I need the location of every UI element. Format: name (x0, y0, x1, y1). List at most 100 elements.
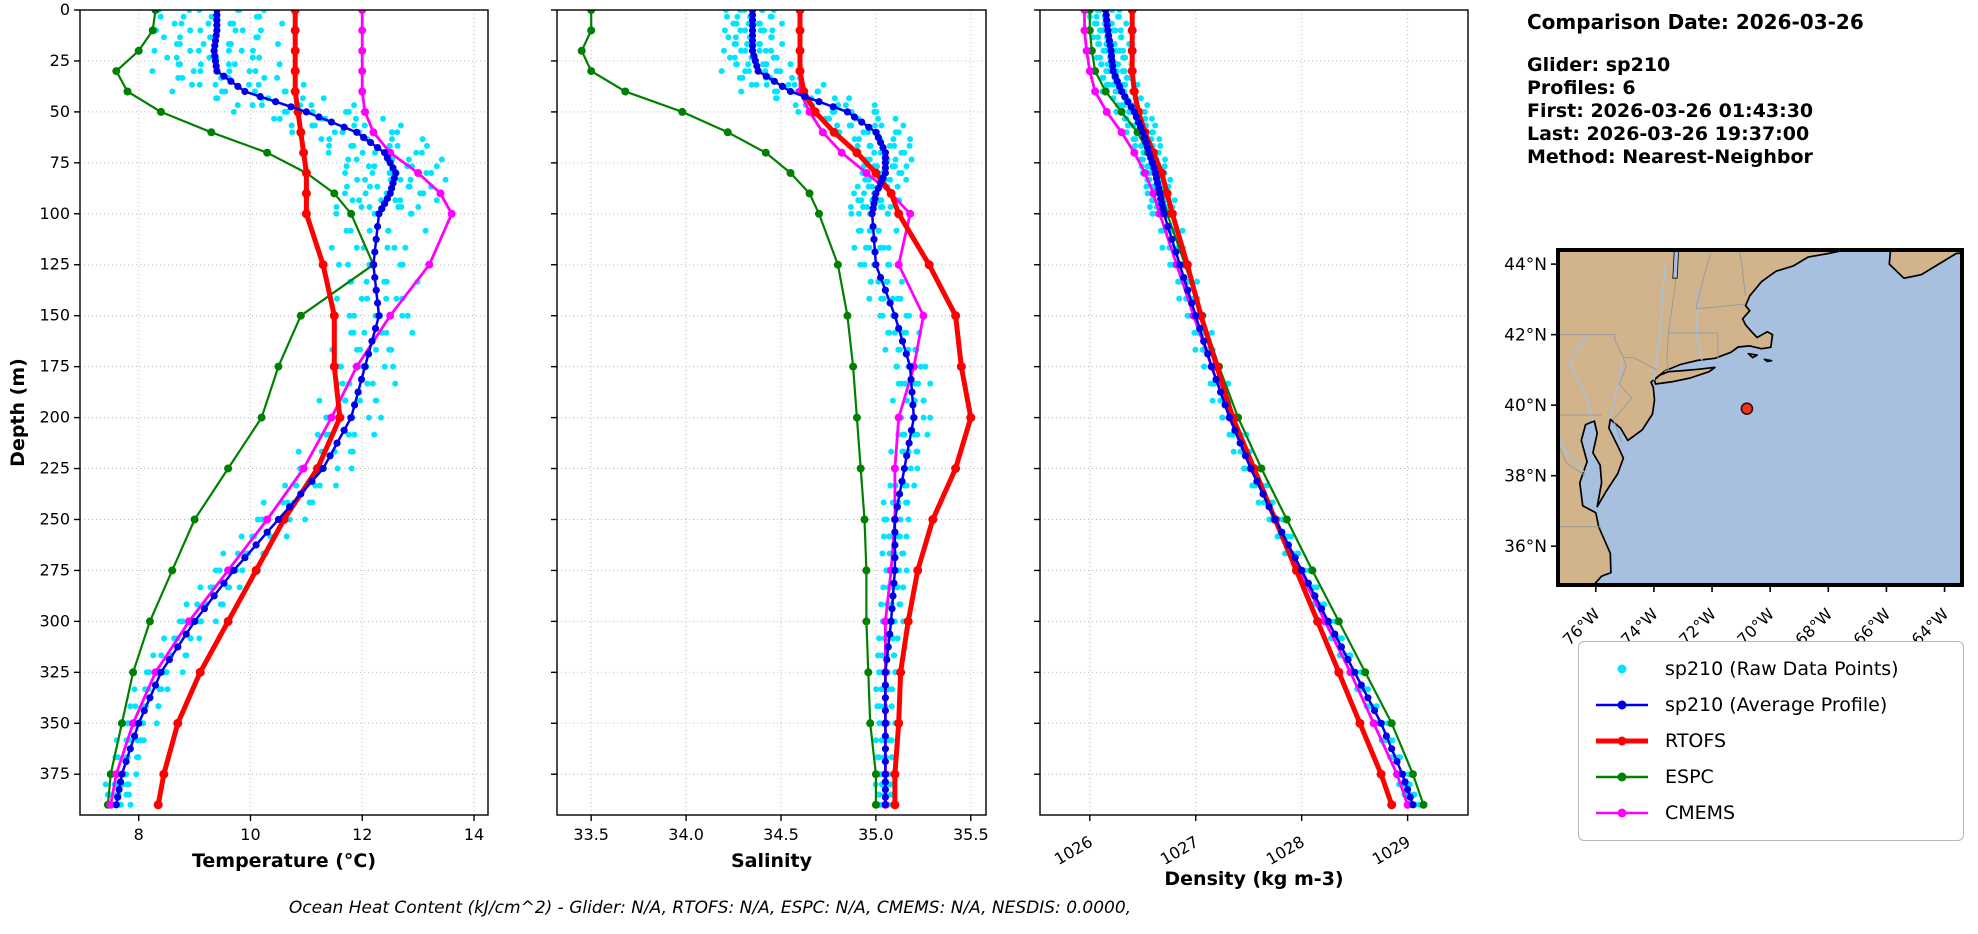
lake-champlain (1672, 250, 1680, 279)
depth-tick-label: 325 (39, 662, 70, 681)
info-panel: Comparison Date: 2026-03-26 Glider: sp21… (1527, 10, 1864, 169)
depth-tick-label: 200 (39, 408, 70, 427)
depth-axis-label: Depth (m) (7, 358, 29, 467)
axes-frame (556, 9, 987, 816)
glider-average-markers (748, 10, 918, 809)
density-panel: 1026 1027 1028 1029 Density (kg m-3) (1034, 9, 1469, 890)
x-tick-label: 34.5 (763, 825, 799, 844)
temperature-axis-label: Temperature (°C) (192, 850, 376, 872)
temperature-panel: 8 10 12 14 0 25 50 75 100 125 150 175 200 225 250 275 30… (7, 0, 489, 872)
x-tick-label: 10 (240, 825, 260, 844)
cmems-markers (106, 10, 456, 809)
state-border (1739, 250, 1746, 296)
x-tick-label: 33.5 (573, 825, 609, 844)
state-border (1696, 303, 1746, 310)
long-island-landmass (1653, 366, 1716, 385)
cmems-line (109, 10, 454, 806)
depth-tick-label: 75 (50, 153, 70, 172)
mainland-landmass (1558, 250, 1850, 585)
depth-tick-label: 250 (39, 509, 70, 528)
nova-scotia-landmass (1888, 250, 1962, 280)
x-tick-label: 1027 (1157, 832, 1202, 869)
lat-tick-label: 40°N (1504, 396, 1547, 416)
depth-tick-label: 0 (60, 0, 70, 19)
depth-tick-label: 25 (50, 51, 70, 70)
rtofs-markers (153, 10, 345, 810)
glider-average-markers (1102, 10, 1417, 809)
cmems-line (798, 10, 925, 805)
legend-label: RTOFS (1665, 730, 1727, 752)
x-tick-label: 35.5 (953, 825, 989, 844)
river (1695, 288, 1703, 361)
cmems-markers (796, 10, 928, 809)
depth-tick-label: 50 (50, 102, 70, 121)
legend-line-sample (1596, 700, 1648, 710)
rtofs-markers (795, 10, 976, 810)
legend-item: CMEMS (1593, 795, 1949, 831)
profiles-count: Profiles: 6 (1527, 77, 1636, 99)
state-border (1558, 443, 1586, 477)
glider-average-line (1104, 10, 1415, 806)
depth-tick-label: 275 (39, 560, 70, 579)
espc-markers (577, 10, 880, 809)
lat-tick-label: 44°N (1504, 255, 1547, 275)
legend-label: sp210 (Average Profile) (1665, 694, 1888, 716)
depth-tick-label: 125 (39, 255, 70, 274)
glider-name: Glider: sp210 (1527, 54, 1671, 76)
glider-location-marker (1740, 402, 1754, 415)
espc-markers (103, 10, 378, 809)
comparison-date: Comparison Date: 2026-03-26 (1527, 10, 1864, 34)
legend-line-sample (1596, 772, 1648, 782)
espc-line (106, 10, 375, 805)
lat-tick-label: 36°N (1504, 537, 1547, 557)
axes-frame (79, 9, 489, 816)
legend-label: sp210 (Raw Data Points) (1665, 658, 1899, 680)
salinity-axis-label: Salinity (731, 850, 813, 872)
depth-tick-label: 375 (39, 764, 70, 783)
river (1653, 264, 1667, 381)
axes-frame (1039, 9, 1469, 816)
depth-tick-label: 300 (39, 611, 70, 630)
depth-tick-label: 225 (39, 459, 70, 478)
legend-label: CMEMS (1665, 802, 1736, 824)
method: Method: Nearest-Neighbor (1527, 146, 1813, 168)
legend-marker-sample (1617, 664, 1627, 674)
legend-line-sample (1596, 808, 1648, 818)
depth-tick-label: 350 (39, 713, 70, 732)
glider-average-markers (112, 10, 400, 809)
location-map: 44°N42°N40°N38°N36°N76°W 74°W 72°W 70°W 68°W… (1504, 248, 1964, 649)
last-profile-time: Last: 2026-03-26 19:37:00 (1527, 123, 1810, 145)
x-tick-label: 35.0 (858, 825, 894, 844)
lat-tick-label: 38°N (1504, 467, 1547, 487)
legend-item: sp210 (Raw Data Points) (1593, 651, 1949, 687)
depth-tick-label: 150 (39, 306, 70, 325)
legend-item: ESPC (1593, 759, 1949, 795)
ocean-heat-content-note: Ocean Heat Content (kJ/cm^2) - Glider: N… (288, 898, 1132, 918)
river (1568, 334, 1594, 422)
first-profile-time: First: 2026-03-26 01:43:30 (1527, 100, 1814, 122)
legend-label: ESPC (1665, 766, 1714, 788)
espc-markers (1085, 10, 1428, 809)
legend: sp210 (Raw Data Points) sp210 (Average Pr… (1578, 641, 1964, 841)
density-axis-label: Density (kg m-3) (1164, 868, 1343, 890)
river (1558, 436, 1585, 473)
lat-tick-label: 42°N (1504, 326, 1547, 346)
legend-line-sample (1596, 736, 1648, 746)
state-border (1695, 253, 1712, 309)
rtofs-line (1129, 10, 1395, 806)
x-tick-label: 1028 (1263, 832, 1308, 869)
x-tick-label: 8 (134, 825, 144, 844)
x-tick-label: 34.0 (668, 825, 704, 844)
salinity-panel: 33.5 34.0 34.5 35.0 35.5 Salinity (551, 9, 989, 872)
x-tick-label: 12 (352, 825, 372, 844)
x-tick-label: 14 (464, 825, 484, 844)
depth-tick-label: 175 (39, 357, 70, 376)
x-tick-label: 1029 (1369, 832, 1414, 869)
legend-item: sp210 (Average Profile) (1593, 687, 1949, 723)
nantucket-landmass (1763, 358, 1773, 363)
legend-item: RTOFS (1593, 723, 1949, 759)
depth-tick-label: 100 (39, 204, 70, 223)
marthas-vineyard-landmass (1747, 352, 1758, 359)
